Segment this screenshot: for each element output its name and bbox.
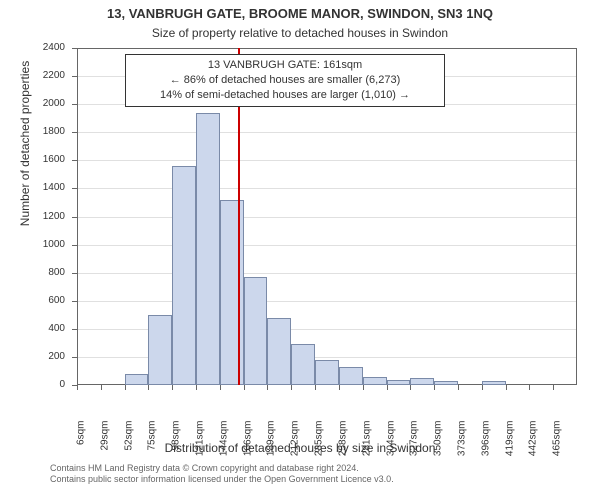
histogram-bar [220, 200, 244, 385]
x-tick-mark [315, 385, 316, 390]
gridline [78, 217, 576, 218]
histogram-bar [363, 377, 387, 385]
y-tick-label: 200 [0, 351, 65, 362]
info-line-property: 13 VANBRUGH GATE: 161sqm [132, 58, 438, 73]
x-tick-mark [172, 385, 173, 390]
y-tick-label: 2000 [0, 98, 65, 109]
chart-subtitle: Size of property relative to detached ho… [0, 26, 600, 40]
x-tick-mark [387, 385, 388, 390]
gridline [78, 160, 576, 161]
x-tick-mark [410, 385, 411, 390]
x-tick-mark [434, 385, 435, 390]
x-tick-mark [291, 385, 292, 390]
gridline [78, 132, 576, 133]
x-tick-mark [363, 385, 364, 390]
footer-line-2: Contains public sector information licen… [50, 474, 590, 485]
x-tick-mark [482, 385, 483, 390]
y-tick-mark [72, 357, 77, 358]
y-tick-mark [72, 329, 77, 330]
y-tick-label: 1400 [0, 182, 65, 193]
x-tick-mark [244, 385, 245, 390]
info-box: 13 VANBRUGH GATE: 161sqm ← 86% of detach… [125, 54, 445, 107]
y-tick-label: 1800 [0, 126, 65, 137]
y-tick-mark [72, 104, 77, 105]
y-tick-mark [72, 48, 77, 49]
histogram-bar [410, 378, 434, 385]
footer-attribution: Contains HM Land Registry data © Crown c… [50, 463, 590, 485]
x-tick-mark [506, 385, 507, 390]
x-tick-mark [148, 385, 149, 390]
x-tick-mark [125, 385, 126, 390]
y-tick-label: 2200 [0, 70, 65, 81]
gridline [78, 301, 576, 302]
x-tick-mark [529, 385, 530, 390]
x-axis-label: Distribution of detached houses by size … [0, 441, 600, 455]
y-tick-mark [72, 160, 77, 161]
chart-title: 13, VANBRUGH GATE, BROOME MANOR, SWINDON… [0, 6, 600, 21]
histogram-bar [148, 315, 172, 385]
y-tick-mark [72, 132, 77, 133]
y-tick-label: 1600 [0, 154, 65, 165]
histogram-bar [434, 381, 458, 385]
y-tick-label: 800 [0, 267, 65, 278]
histogram-bar [339, 367, 363, 385]
y-tick-mark [72, 273, 77, 274]
y-tick-mark [72, 217, 77, 218]
x-tick-mark [267, 385, 268, 390]
x-tick-mark [339, 385, 340, 390]
y-tick-mark [72, 188, 77, 189]
gridline [78, 188, 576, 189]
histogram-bar [482, 381, 506, 385]
y-tick-label: 1000 [0, 239, 65, 250]
x-tick-mark [553, 385, 554, 390]
histogram-bar [196, 113, 220, 385]
y-tick-mark [72, 301, 77, 302]
x-tick-mark [196, 385, 197, 390]
histogram-bar [315, 360, 339, 385]
histogram-bar [125, 374, 149, 385]
y-tick-label: 400 [0, 323, 65, 334]
y-tick-label: 2400 [0, 42, 65, 53]
y-tick-label: 0 [0, 379, 65, 390]
y-tick-mark [72, 245, 77, 246]
gridline [78, 273, 576, 274]
x-tick-mark [77, 385, 78, 390]
y-tick-label: 600 [0, 295, 65, 306]
histogram-bar [172, 166, 196, 385]
y-tick-label: 1200 [0, 211, 65, 222]
info-line-smaller: ← 86% of detached houses are smaller (6,… [132, 73, 438, 88]
histogram-bar [387, 380, 411, 385]
y-tick-mark [72, 76, 77, 77]
chart-container: 13, VANBRUGH GATE, BROOME MANOR, SWINDON… [0, 0, 600, 500]
footer-line-1: Contains HM Land Registry data © Crown c… [50, 463, 590, 474]
gridline [78, 245, 576, 246]
histogram-bar [244, 277, 268, 385]
x-tick-mark [101, 385, 102, 390]
x-tick-mark [220, 385, 221, 390]
info-line-larger: 14% of semi-detached houses are larger (… [132, 88, 438, 103]
histogram-bar [267, 318, 291, 385]
x-tick-mark [458, 385, 459, 390]
histogram-bar [291, 344, 315, 385]
